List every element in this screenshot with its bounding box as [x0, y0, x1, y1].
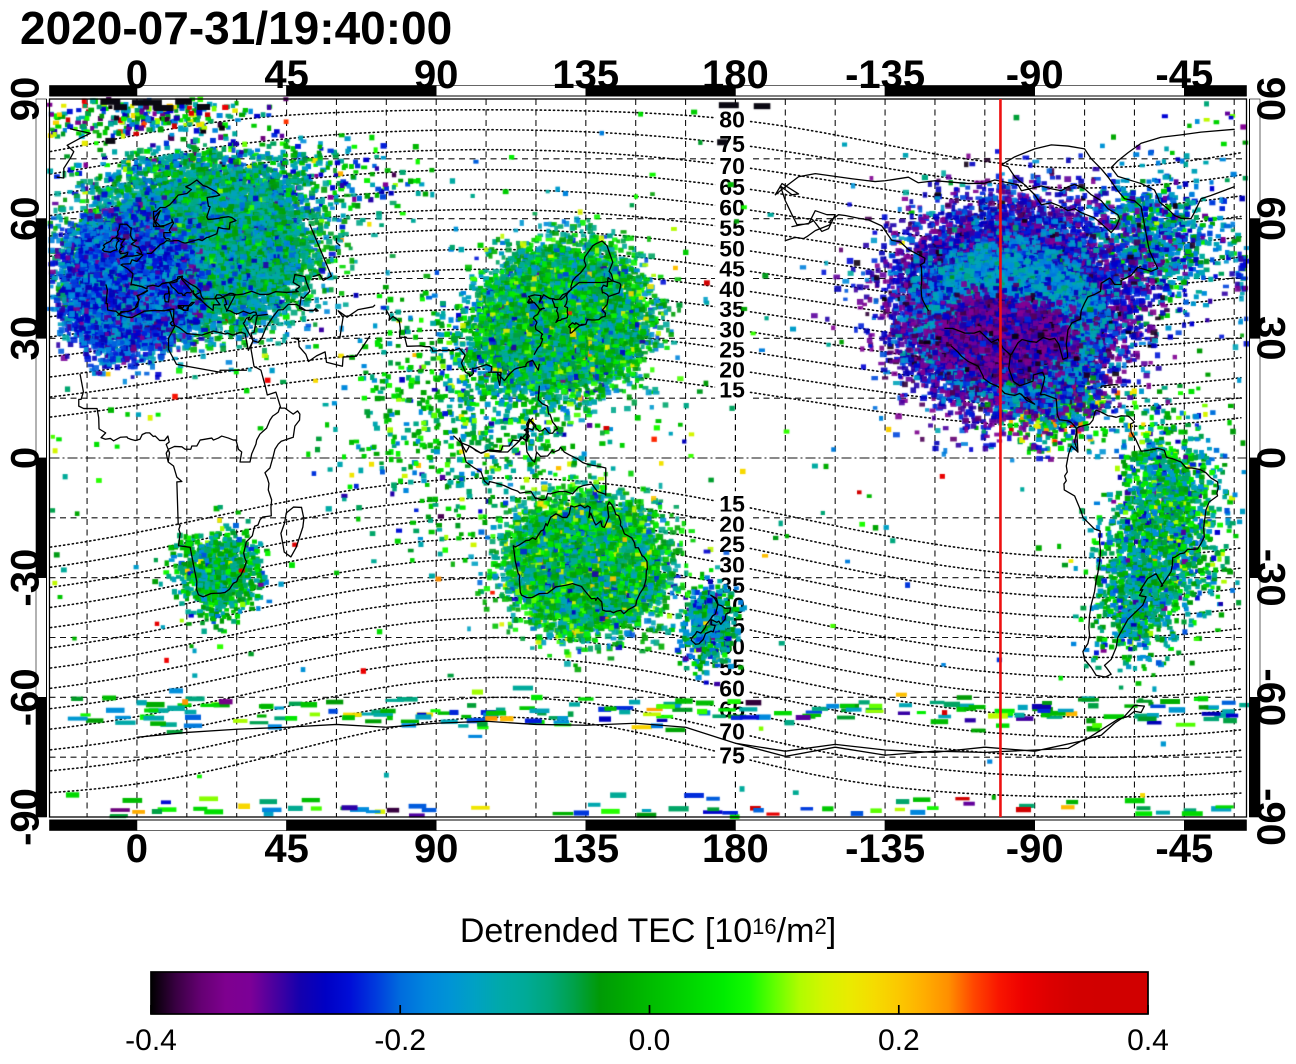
svg-text:30: 30 — [4, 316, 48, 361]
svg-text:-0.2: -0.2 — [374, 1024, 426, 1057]
svg-text:-30: -30 — [4, 549, 48, 607]
svg-text:90: 90 — [1248, 77, 1292, 122]
svg-text:-45: -45 — [1155, 53, 1213, 97]
svg-text:-90: -90 — [1006, 53, 1064, 97]
svg-text:-60: -60 — [1248, 668, 1292, 726]
svg-text:0.4: 0.4 — [1127, 1024, 1169, 1057]
svg-text:-30: -30 — [1248, 549, 1292, 607]
svg-text:135: 135 — [552, 53, 619, 97]
svg-text:0: 0 — [126, 827, 148, 871]
svg-text:90: 90 — [4, 77, 48, 122]
svg-text:-90: -90 — [1006, 827, 1064, 871]
svg-text:90: 90 — [414, 53, 459, 97]
svg-text:-135: -135 — [845, 827, 925, 871]
svg-text:-0.4: -0.4 — [125, 1024, 177, 1057]
svg-text:Detrended TEC [1016/m2]: Detrended TEC [1016/m2] — [460, 912, 836, 950]
svg-text:180: 180 — [702, 827, 769, 871]
svg-text:0: 0 — [4, 447, 48, 469]
svg-text:180: 180 — [702, 53, 769, 97]
svg-text:60: 60 — [1248, 196, 1292, 241]
svg-text:135: 135 — [552, 827, 619, 871]
svg-text:90: 90 — [414, 827, 459, 871]
svg-text:0.0: 0.0 — [629, 1024, 671, 1057]
svg-text:0.2: 0.2 — [878, 1024, 920, 1057]
svg-text:2020-07-31/19:40:00: 2020-07-31/19:40:00 — [20, 2, 452, 54]
svg-text:0: 0 — [1248, 447, 1292, 469]
svg-text:60: 60 — [4, 196, 48, 241]
svg-text:45: 45 — [264, 53, 309, 97]
svg-text:-90: -90 — [4, 788, 48, 846]
svg-text:0: 0 — [126, 53, 148, 97]
svg-text:30: 30 — [1248, 316, 1292, 361]
svg-text:-60: -60 — [4, 668, 48, 726]
svg-text:-135: -135 — [845, 53, 925, 97]
svg-text:-90: -90 — [1248, 788, 1292, 846]
svg-text:45: 45 — [264, 827, 309, 871]
svg-text:-45: -45 — [1155, 827, 1213, 871]
